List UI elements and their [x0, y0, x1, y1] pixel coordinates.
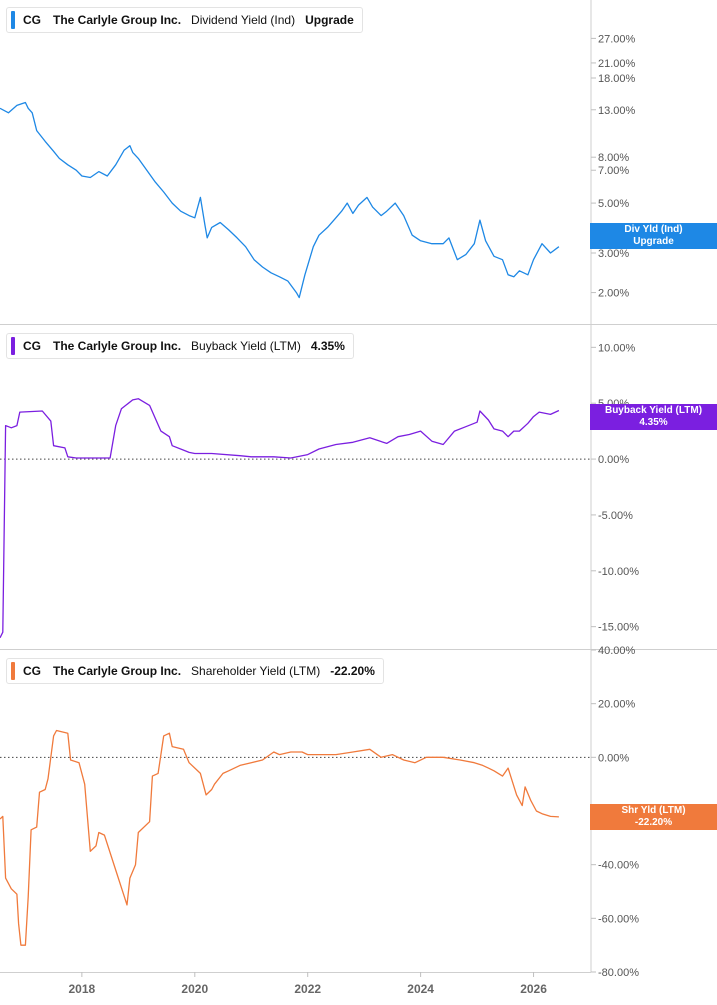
y-tick-label: 18.00%: [598, 73, 636, 85]
x-tick-label: 2022: [294, 982, 321, 996]
ticker-symbol: CG: [23, 664, 41, 678]
shareholder-color-bar: [11, 662, 15, 680]
x-tick-label: 2024: [407, 982, 434, 996]
company-name: The Carlyle Group Inc.: [53, 339, 182, 353]
y-tick-label: -15.00%: [598, 622, 639, 634]
badge-title: Buyback Yield (LTM): [604, 405, 703, 416]
y-tick-label: -80.00%: [598, 967, 639, 979]
dividend-series-line: [0, 101, 560, 299]
y-tick-label: 13.00%: [598, 105, 636, 117]
y-tick-label: 10.00%: [598, 342, 636, 354]
metric-name: Dividend Yield (Ind): [191, 13, 296, 27]
dividend-value-badge: Div Yld (Ind) Upgrade: [590, 223, 717, 249]
metric-value: 4.35%: [310, 339, 345, 353]
y-tick-label: 5.00%: [598, 198, 629, 210]
company-name: The Carlyle Group Inc.: [53, 13, 182, 27]
y-tick-label: 20.00%: [598, 699, 636, 711]
metric-name: Shareholder Yield (LTM): [191, 664, 321, 678]
upgrade-link[interactable]: Upgrade: [305, 13, 354, 27]
x-tick-label: 2026: [520, 982, 547, 996]
y-tick-label: -5.00%: [598, 510, 633, 522]
y-tick-label: -10.00%: [598, 566, 639, 578]
badge-value: 4.35%: [639, 417, 668, 428]
y-tick-label: -60.00%: [598, 913, 639, 925]
x-tick-label: 2020: [181, 982, 208, 996]
badge-title: Shr Yld (LTM): [621, 805, 686, 816]
y-tick-label: 3.00%: [598, 248, 629, 260]
metric-value: -22.20%: [330, 664, 375, 678]
y-tick-label: -40.00%: [598, 860, 639, 872]
y-tick-label: 8.00%: [598, 152, 629, 164]
y-tick-label: 21.00%: [598, 58, 636, 70]
badge-value: -22.20%: [634, 817, 673, 828]
buyback-series-line: [0, 398, 560, 639]
company-name: The Carlyle Group Inc.: [53, 664, 182, 678]
shareholder-value-badge: Shr Yld (LTM) -22.20%: [590, 804, 717, 830]
shareholder-series-line: [0, 729, 559, 946]
buyback-panel-label: CG The Carlyle Group Inc. Buyback Yield …: [6, 333, 354, 359]
shareholder-panel-label: CG The Carlyle Group Inc. Shareholder Yi…: [6, 658, 384, 684]
dividend-color-bar: [11, 11, 15, 29]
y-tick-label: 0.00%: [598, 454, 629, 466]
badge-title: Div Yld (Ind): [624, 224, 683, 235]
y-tick-label: 27.00%: [598, 33, 636, 45]
y-tick-label: 40.00%: [598, 645, 636, 657]
y-tick-label: 0.00%: [598, 752, 629, 764]
buyback-color-bar: [11, 337, 15, 355]
buyback-value-badge: Buyback Yield (LTM) 4.35%: [590, 404, 717, 430]
ticker-symbol: CG: [23, 13, 41, 27]
dividend-panel-label: CG The Carlyle Group Inc. Dividend Yield…: [6, 7, 363, 33]
y-tick-label: 7.00%: [598, 165, 629, 177]
x-tick-label: 2018: [69, 982, 96, 996]
metric-name: Buyback Yield (LTM): [191, 339, 301, 353]
y-tick-label: 2.00%: [598, 288, 629, 300]
badge-value: Upgrade: [633, 236, 674, 247]
ticker-symbol: CG: [23, 339, 41, 353]
